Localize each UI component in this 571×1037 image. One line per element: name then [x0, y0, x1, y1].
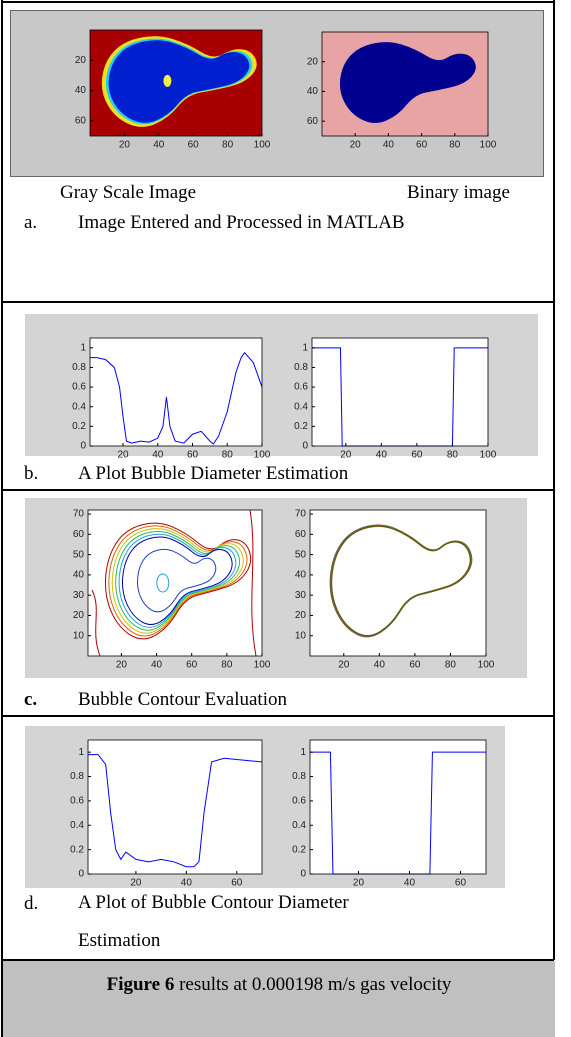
panel-label: d. [24, 893, 38, 915]
y-tick-label: 1 [302, 342, 308, 353]
x-tick-label: 80 [221, 660, 233, 671]
y-tick-label: 50 [73, 549, 85, 560]
y-tick-label: 1 [300, 747, 306, 758]
y-tick-label: 0.8 [72, 362, 86, 373]
y-tick-label: 50 [295, 549, 307, 560]
axes-background [310, 510, 486, 656]
axes-background [310, 740, 486, 874]
x-tick-label: 20 [116, 660, 128, 671]
x-tick-label: 100 [478, 660, 495, 671]
image-spot [163, 75, 171, 87]
y-tick-label: 0.8 [292, 771, 306, 782]
x-tick-label: 60 [455, 878, 467, 889]
y-tick-label: 0.2 [294, 421, 308, 432]
panel-caption: Bubble Contour Evaluation [78, 689, 287, 711]
y-tick-label: 20 [295, 610, 307, 621]
page: 2040608010020406020406080100204060204060… [0, 0, 571, 1037]
x-tick-label: 20 [340, 450, 352, 461]
y-tick-label: 0 [78, 869, 84, 880]
x-tick-label: 60 [188, 140, 200, 151]
axes-background [312, 338, 488, 446]
y-tick-label: 0.2 [72, 421, 86, 432]
axes-background [88, 740, 262, 874]
y-tick-label: 10 [295, 630, 307, 641]
x-tick-label: 80 [447, 450, 459, 461]
y-tick-label: 20 [73, 610, 85, 621]
x-tick-label: 40 [153, 140, 165, 151]
y-tick-label: 0 [80, 441, 86, 452]
y-tick-label: 70 [295, 509, 307, 520]
y-tick-label: 0.4 [294, 401, 308, 412]
y-tick-label: 60 [295, 529, 307, 540]
x-tick-label: 20 [350, 140, 362, 151]
plots: 2040608010020406020406080100204060204060… [0, 0, 571, 1037]
x-tick-label: 100 [254, 140, 271, 151]
x-tick-label: 60 [416, 140, 428, 151]
y-tick-label: 0.6 [294, 382, 308, 393]
y-tick-label: 0.6 [292, 796, 306, 807]
x-tick-label: 100 [254, 450, 271, 461]
y-tick-label: 10 [73, 630, 85, 641]
y-tick-label: 20 [75, 55, 87, 66]
y-tick-label: 20 [307, 56, 319, 67]
y-tick-label: 0.2 [70, 844, 84, 855]
x-tick-label: 100 [254, 660, 271, 671]
y-tick-label: 1 [80, 342, 86, 353]
x-tick-label: 80 [222, 140, 234, 151]
x-tick-label: 20 [338, 660, 350, 671]
x-tick-label: 60 [186, 660, 198, 671]
axes-background [88, 510, 262, 656]
y-tick-label: 0.4 [70, 820, 84, 831]
y-tick-label: 40 [73, 570, 85, 581]
y-tick-label: 0.4 [292, 820, 306, 831]
x-tick-label: 40 [376, 450, 388, 461]
panel-label: c. [24, 689, 37, 711]
y-tick-label: 0.2 [292, 844, 306, 855]
x-tick-label: 40 [151, 660, 163, 671]
y-tick-label: 1 [78, 747, 84, 758]
y-tick-label: 60 [75, 115, 87, 126]
x-tick-label: 80 [222, 450, 234, 461]
x-tick-label: 20 [119, 140, 131, 151]
x-tick-label: 40 [383, 140, 395, 151]
panel-label: b. [24, 463, 38, 485]
y-tick-label: 70 [73, 509, 85, 520]
x-tick-label: 40 [374, 660, 386, 671]
y-tick-label: 30 [295, 590, 307, 601]
y-tick-label: 40 [75, 85, 87, 96]
panel-caption: A Plot of Bubble Contour Diameter Estima… [78, 884, 408, 960]
figure-caption: Figure 6 results at 0.000198 m/s gas vel… [3, 974, 555, 996]
y-tick-label: 60 [73, 529, 85, 540]
panel-caption: Image Entered and Processed in MATLAB [78, 198, 550, 248]
y-tick-label: 40 [307, 86, 319, 97]
x-tick-label: 100 [480, 140, 497, 151]
y-tick-label: 0.6 [70, 796, 84, 807]
y-tick-label: 0.4 [72, 401, 86, 412]
x-tick-label: 80 [449, 140, 461, 151]
panel-label: a. [24, 212, 37, 234]
x-tick-label: 20 [117, 450, 129, 461]
figure-caption-text: results at 0.000198 m/s gas velocity [179, 974, 451, 995]
y-tick-label: 0 [302, 441, 308, 452]
y-tick-label: 30 [73, 590, 85, 601]
figure-label: Figure 6 [107, 974, 175, 995]
x-tick-label: 60 [187, 450, 199, 461]
panel-caption: A Plot Bubble Diameter Estimation [78, 463, 348, 485]
y-tick-label: 40 [295, 570, 307, 581]
x-tick-label: 100 [480, 450, 497, 461]
x-tick-label: 80 [445, 660, 457, 671]
x-tick-label: 40 [152, 450, 164, 461]
x-tick-label: 60 [411, 450, 423, 461]
y-tick-label: 60 [307, 116, 319, 127]
y-tick-label: 0.8 [294, 362, 308, 373]
y-tick-label: 0.6 [72, 382, 86, 393]
axes-background [90, 338, 262, 446]
x-tick-label: 60 [409, 660, 421, 671]
y-tick-label: 0 [300, 869, 306, 880]
y-tick-label: 0.8 [70, 771, 84, 782]
